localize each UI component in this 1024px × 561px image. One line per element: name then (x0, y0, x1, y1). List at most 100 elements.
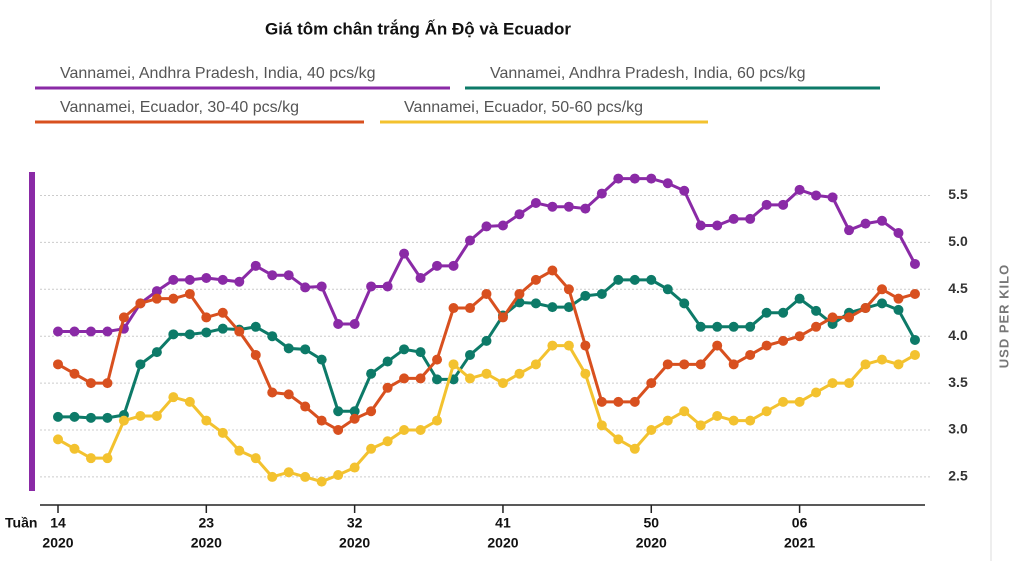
data-point (53, 326, 63, 337)
data-point (135, 410, 146, 421)
data-point (135, 298, 146, 309)
data-point (811, 190, 822, 201)
data-point (613, 434, 624, 445)
data-point (481, 335, 492, 346)
data-point (844, 225, 855, 236)
x-tick-year: 2020 (191, 535, 222, 551)
data-point (712, 220, 723, 231)
data-point (201, 312, 212, 323)
data-point (563, 340, 574, 351)
data-point (679, 359, 690, 370)
data-point (366, 443, 377, 454)
data-point (530, 359, 541, 370)
legend-label: Vannamei, Ecuador, 30-40 pcs/kg (60, 99, 299, 116)
data-point (250, 260, 261, 271)
data-point (382, 356, 393, 367)
data-point (135, 359, 146, 370)
data-point (761, 340, 772, 351)
data-point (184, 274, 195, 285)
data-point (877, 354, 887, 365)
data-point (909, 349, 920, 360)
data-point (794, 331, 805, 342)
data-point (860, 359, 871, 370)
data-point (465, 235, 475, 246)
data-point (102, 412, 113, 423)
data-point (415, 373, 426, 384)
y-tick-label: 3.5 (948, 374, 968, 390)
data-point (877, 284, 887, 295)
y-tick-label: 5.0 (948, 233, 968, 249)
data-point (860, 218, 871, 229)
data-point (563, 284, 574, 295)
data-point (580, 368, 591, 379)
data-point (794, 396, 805, 407)
x-tick-label: 14 (50, 515, 66, 531)
data-point (613, 173, 624, 184)
data-point (69, 443, 80, 454)
data-point (761, 307, 772, 318)
data-point (909, 258, 920, 269)
data-point (712, 410, 723, 421)
data-point (679, 185, 690, 196)
data-point (580, 203, 591, 214)
data-point (662, 359, 673, 370)
data-point (465, 349, 475, 360)
data-point (333, 470, 344, 481)
data-point (629, 274, 640, 285)
data-point (250, 349, 261, 360)
data-point (85, 453, 96, 464)
data-point (85, 412, 96, 423)
data-point (580, 340, 591, 351)
data-point (596, 188, 607, 199)
data-point (333, 425, 344, 436)
data-point (712, 321, 723, 332)
data-point (201, 327, 212, 338)
y-tick-label: 2.5 (948, 468, 968, 484)
data-point (118, 415, 129, 426)
data-point (250, 453, 261, 464)
data-point (118, 312, 129, 323)
x-tick-year: 2021 (784, 535, 815, 551)
data-point (481, 221, 492, 232)
data-point (415, 347, 426, 358)
data-point (300, 344, 311, 355)
x-tick-year: 2020 (636, 535, 667, 551)
data-point (184, 396, 195, 407)
data-point (300, 401, 311, 412)
data-point (168, 392, 179, 403)
data-point (349, 406, 360, 417)
data-point (646, 173, 657, 184)
data-point (695, 359, 706, 370)
x-tick-label: 41 (495, 515, 511, 531)
data-point (333, 406, 344, 417)
data-point (217, 307, 228, 318)
data-point (217, 323, 228, 334)
data-point (300, 471, 311, 482)
data-point (728, 213, 739, 224)
data-point (267, 331, 278, 342)
data-point (168, 274, 179, 285)
data-point (168, 329, 179, 340)
data-point (349, 462, 360, 473)
data-point (349, 413, 360, 424)
data-point (69, 411, 80, 422)
data-point (448, 260, 459, 271)
data-point (102, 378, 113, 389)
data-point (893, 227, 904, 238)
data-point (184, 329, 195, 340)
data-point (217, 274, 228, 285)
data-point (497, 378, 508, 389)
data-point (860, 303, 871, 314)
data-point (745, 213, 756, 224)
data-point (811, 321, 822, 332)
legend-label: Vannamei, Andhra Pradesh, India, 60 pcs/… (490, 65, 805, 82)
data-point (547, 302, 558, 313)
data-point (316, 354, 327, 365)
data-point (794, 293, 805, 304)
data-point (679, 406, 690, 417)
data-point (811, 305, 822, 316)
data-point (514, 288, 525, 299)
series-line (58, 278, 917, 420)
data-point (778, 199, 789, 210)
data-point (168, 293, 179, 304)
